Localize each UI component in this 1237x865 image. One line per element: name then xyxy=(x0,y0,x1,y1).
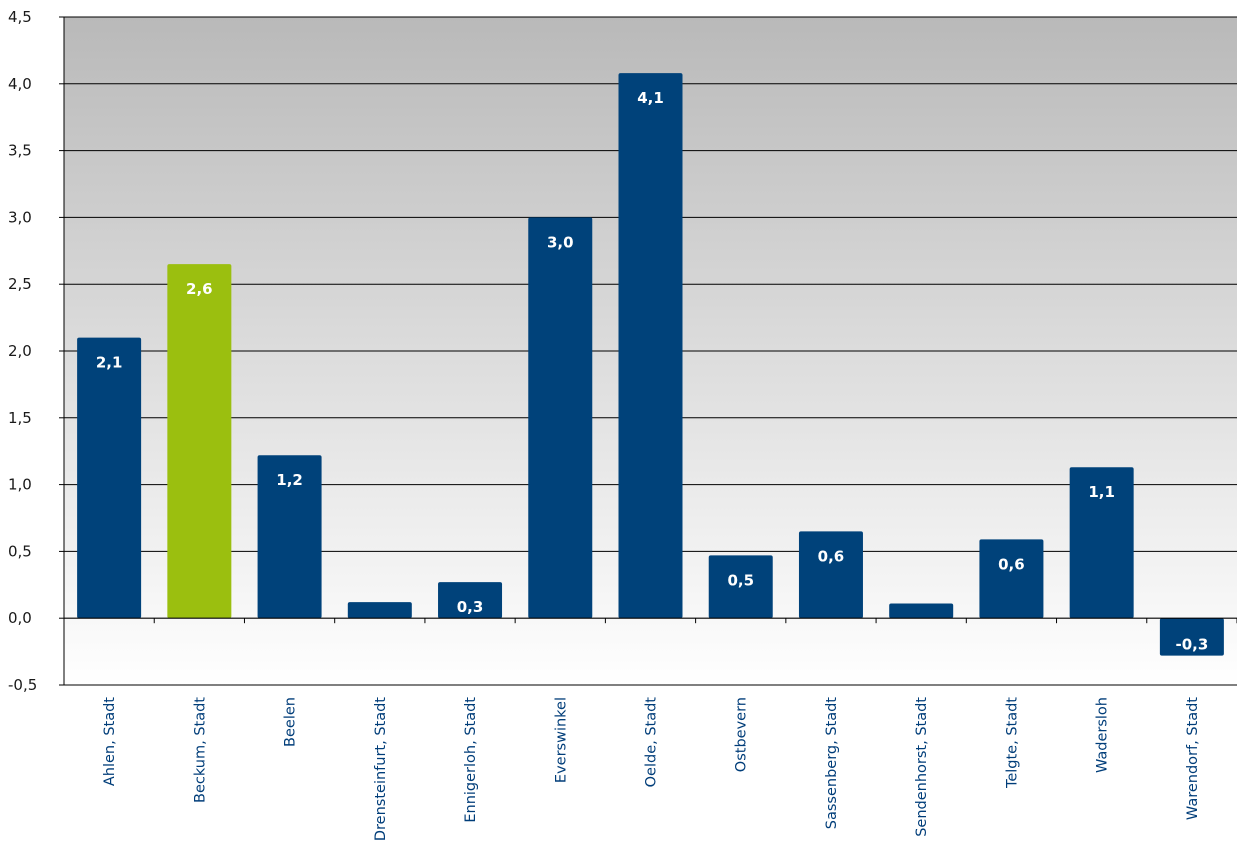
y-tick-label: 1,0 xyxy=(8,476,32,494)
y-tick-label: -0,5 xyxy=(8,676,37,694)
bar xyxy=(618,73,683,619)
bar xyxy=(979,539,1044,619)
x-axis-category-labels: Ahlen, Stadt Beckum, Stadt Beelen Drenstein… xyxy=(102,697,1201,841)
data-label: 3,0 xyxy=(547,233,574,251)
y-axis-tick-labels: -0,5 0,0 0,5 1,0 1,5 2,0 2,5 3,0 3,5 4,0 4,5 xyxy=(8,8,37,694)
bar xyxy=(167,264,232,619)
y-tick-label: 4,0 xyxy=(8,75,32,93)
data-label: 0,3 xyxy=(457,598,484,616)
x-category-label: Ennigerloh, Stadt xyxy=(463,697,479,823)
x-category-label: Sendenhorst, Stadt xyxy=(914,697,930,837)
bar xyxy=(1159,618,1224,656)
y-tick-label: 1,5 xyxy=(8,409,32,427)
data-labels: 2,1 2,6 1,2 0,3 3,0 4,1 0,5 0,6 0,6 1,1 -0,3 xyxy=(96,89,1208,653)
x-category-label: Beelen xyxy=(283,697,299,747)
x-category-label: Drensteinfurt, Stadt xyxy=(373,697,389,841)
x-category-label: Ostbevern xyxy=(734,697,750,772)
x-category-label: Everswinkel xyxy=(553,697,569,783)
y-tick-label: 3,0 xyxy=(8,208,32,226)
data-label: 4,1 xyxy=(637,89,664,107)
bar xyxy=(798,531,863,619)
y-tick-label: 4,5 xyxy=(8,8,32,26)
axes xyxy=(59,16,1237,686)
x-category-label: Warendorf, Stadt xyxy=(1185,697,1201,820)
data-label: 2,1 xyxy=(96,354,123,372)
bar xyxy=(708,555,773,619)
bar xyxy=(77,337,142,619)
data-label: 0,6 xyxy=(998,555,1025,573)
y-tick-label: 3,5 xyxy=(8,142,32,160)
y-tick-label: 2,5 xyxy=(8,275,32,293)
data-label: 0,5 xyxy=(727,571,754,589)
x-category-label: Sassenberg, Stadt xyxy=(824,697,840,830)
bar xyxy=(1069,467,1134,619)
data-label: 1,2 xyxy=(276,471,303,489)
data-label: 0,6 xyxy=(818,547,845,565)
y-tick-label: 0,5 xyxy=(8,542,32,560)
x-category-label: Oelde, Stadt xyxy=(644,697,660,788)
bar xyxy=(347,602,412,619)
x-category-label: Beckum, Stadt xyxy=(192,697,208,803)
x-category-label: Ahlen, Stadt xyxy=(102,697,118,786)
data-label: 1,1 xyxy=(1088,483,1115,501)
x-category-label: Telgte, Stadt xyxy=(1004,697,1020,789)
bars xyxy=(77,73,1224,656)
y-tick-label: 2,0 xyxy=(8,342,32,360)
data-label: 2,6 xyxy=(186,280,213,298)
data-label: -0,3 xyxy=(1175,636,1208,654)
y-tick-label: 0,0 xyxy=(8,609,32,627)
bar xyxy=(889,603,954,619)
x-category-label: Wadersloh xyxy=(1095,697,1111,773)
bar xyxy=(438,582,503,619)
bar xyxy=(257,455,322,619)
bar xyxy=(528,217,593,619)
